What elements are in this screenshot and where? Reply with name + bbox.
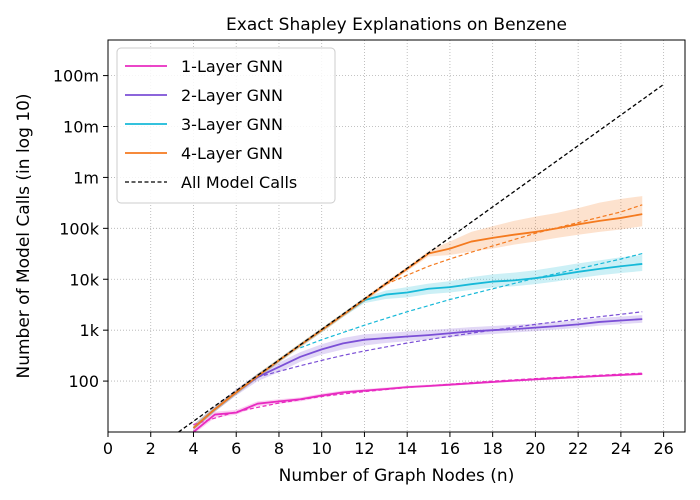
- legend: 1-Layer GNN 2-Layer GNN 3-Layer GNN 4-Layer…: [116, 47, 336, 204]
- y-tick-label: 1k: [80, 321, 100, 340]
- axis-ticks: 0 2 4 6 8 10 12 14 16 18 20 22 24 261001k10k100k1m10m…: [53, 67, 674, 458]
- x-tick-label: 14: [397, 439, 417, 458]
- 1-layer-gnn-fit-line: [193, 372, 643, 426]
- legend-label-all-model-calls: All Model Calls: [181, 173, 297, 192]
- x-tick-label: 0: [103, 439, 113, 458]
- x-tick-label: 4: [188, 439, 198, 458]
- confidence-bands: [193, 196, 643, 432]
- 4-layer-gnn-fit-line: [385, 204, 643, 285]
- all-model-calls-line: [178, 83, 665, 432]
- legend-box: [116, 47, 336, 204]
- x-tick-label: 24: [611, 439, 631, 458]
- x-tick-label: 10: [312, 439, 332, 458]
- 3-layer-gnn-fit-line: [300, 252, 643, 349]
- grid-layer: [107, 40, 685, 432]
- x-axis-label: Number of Graph Nodes (n): [279, 466, 515, 486]
- 2-layer-gnn-fit-line: [257, 311, 643, 378]
- fit-lines: [193, 204, 643, 426]
- x-tick-label: 12: [354, 439, 374, 458]
- chart-title: Exact Shapley Explanations on Benzene: [226, 15, 567, 35]
- y-tick-label: 10m: [63, 118, 99, 137]
- legend-label-4-layer-gnn: 4-Layer GNN: [181, 144, 283, 163]
- x-tick-label: 2: [146, 439, 156, 458]
- x-tick-label: 16: [440, 439, 460, 458]
- y-tick-label: 1m: [73, 168, 99, 187]
- x-tick-label: 26: [653, 439, 673, 458]
- x-tick-label: 20: [525, 439, 545, 458]
- series-lines: [178, 83, 665, 432]
- legend-label-1-layer-gnn: 1-Layer GNN: [181, 57, 283, 76]
- y-tick-label: 100k: [59, 219, 100, 238]
- legend-label-3-layer-gnn: 3-Layer GNN: [181, 115, 283, 134]
- 2-layer-gnn-line: [192, 318, 643, 429]
- x-tick-label: 18: [482, 439, 502, 458]
- 1-layer-gnn-line: [192, 373, 643, 432]
- x-tick-label: 22: [568, 439, 588, 458]
- y-tick-label: 100m: [53, 67, 99, 86]
- y-tick-label: 10k: [69, 270, 99, 289]
- y-tick-label: 100: [68, 372, 99, 391]
- x-tick-label: 6: [231, 439, 241, 458]
- plot-frame: [107, 39, 686, 433]
- y-axis-label: Number of Model Calls (in log 10): [14, 93, 34, 378]
- x-tick-label: 8: [274, 439, 284, 458]
- 4-layer-gnn-band: [193, 196, 643, 430]
- 2-layer-gnn-band: [193, 315, 643, 430]
- legend-label-2-layer-gnn: 2-Layer GNN: [181, 86, 283, 105]
